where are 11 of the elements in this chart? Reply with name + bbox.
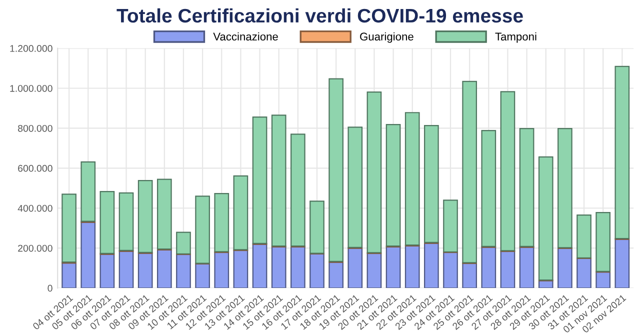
y-tick-label: 200.000 <box>18 244 52 252</box>
legend-label: Tamponi <box>495 32 536 43</box>
y-tick-label: 600.000 <box>18 164 52 172</box>
y-tick-label: 800.000 <box>18 124 52 132</box>
y-tick-label: 0 <box>48 284 52 292</box>
legend-label: Vaccinazione <box>213 32 278 41</box>
y-tick-label: 1.200.000 <box>10 45 52 52</box>
chart-title: Totale Certificazioni verdi COVID-19 emesse <box>116 8 523 23</box>
y-tick-label: 400.000 <box>18 204 52 212</box>
y-tick-label: 1.000.000 <box>10 84 52 92</box>
legend-label: Guarigione <box>360 32 414 43</box>
